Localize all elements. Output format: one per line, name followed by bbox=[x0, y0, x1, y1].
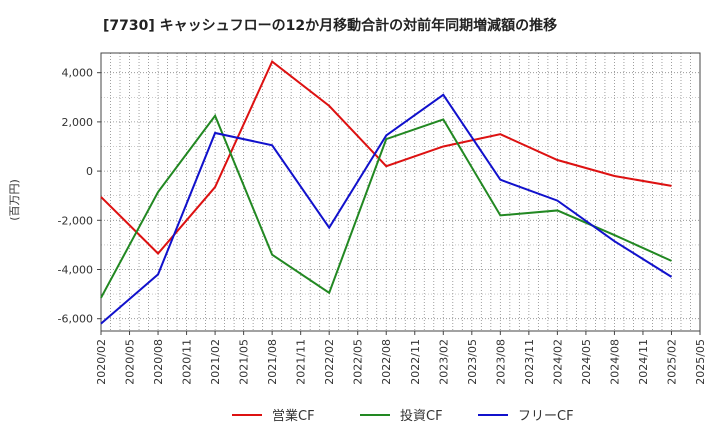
x-tick-label: 2020/02 bbox=[95, 339, 108, 385]
y-tick-label: 0 bbox=[86, 165, 93, 178]
x-tick-label: 2021/02 bbox=[209, 339, 222, 385]
series-layer bbox=[100, 60, 673, 325]
x-tick-label: 2024/05 bbox=[580, 339, 593, 385]
x-tick-label: 2022/02 bbox=[323, 339, 336, 385]
legend-label-1: 営業CF bbox=[272, 408, 315, 424]
x-tick-label: 2025/05 bbox=[694, 339, 707, 385]
y-axis-label: (百万円) bbox=[8, 179, 21, 221]
axis-layer: -6,000 -4,000 -2,000 0 2,000 4,000 2020/02 2020… bbox=[58, 52, 707, 385]
legend: 営業CF 投資CF フリーCF bbox=[232, 408, 574, 424]
x-tick-label: 2022/11 bbox=[409, 339, 422, 385]
grid-layer bbox=[100, 53, 701, 331]
legend-label-2: 投資CF bbox=[400, 408, 443, 424]
plot-area bbox=[101, 53, 700, 331]
x-tick-label: 2020/08 bbox=[152, 339, 165, 385]
x-tick-label: 2024/08 bbox=[608, 339, 621, 385]
x-tick-label: 2022/05 bbox=[352, 339, 365, 385]
x-tick-label: 2021/11 bbox=[295, 339, 308, 385]
y-tick-label: 4,000 bbox=[62, 67, 94, 80]
x-tick-label: 2022/08 bbox=[380, 339, 393, 385]
x-tick-label: 2021/05 bbox=[238, 339, 251, 385]
x-tick-label: 2021/08 bbox=[266, 339, 279, 385]
x-tick-label: 2020/05 bbox=[124, 339, 137, 385]
x-tick-label: 2023/11 bbox=[523, 339, 536, 385]
y-tick-label: -2,000 bbox=[58, 214, 93, 227]
x-tick-label: 2024/02 bbox=[551, 339, 564, 385]
x-tick-label: 2023/05 bbox=[466, 339, 479, 385]
y-tick-label: -6,000 bbox=[58, 313, 93, 326]
chart-title: [7730] キャッシュフローの12か月移動合計の対前年同期増減額の推移 bbox=[103, 17, 557, 34]
x-tick-label: 2020/11 bbox=[181, 339, 194, 385]
y-tick-label: 2,000 bbox=[62, 116, 94, 129]
y-tick-label: -4,000 bbox=[58, 263, 93, 276]
x-tick-label: 2025/02 bbox=[665, 339, 678, 385]
x-tick-label: 2023/02 bbox=[437, 339, 450, 385]
x-tick-label: 2024/11 bbox=[637, 339, 650, 385]
x-tick-label: 2023/08 bbox=[494, 339, 507, 385]
legend-label-3: フリーCF bbox=[518, 409, 574, 424]
plot-frame bbox=[100, 52, 701, 332]
